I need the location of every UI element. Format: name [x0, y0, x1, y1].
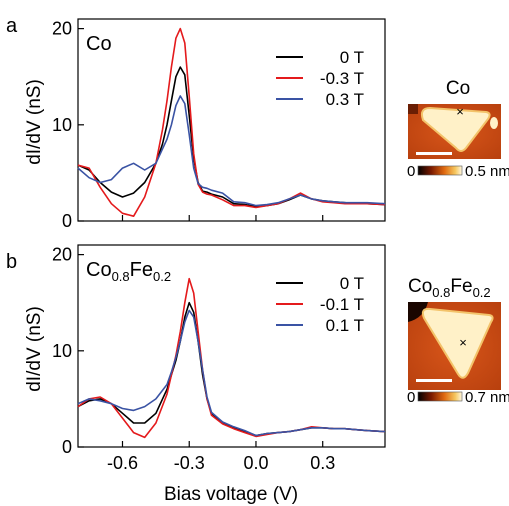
- panel-a-legend: 0 T -0.3 T 0.3 T: [276, 48, 364, 109]
- inset-a-marker: ×: [456, 104, 464, 119]
- legend-label: 0 T: [340, 48, 364, 67]
- inset-b: Co0.8Fe0.2 × 0 0.7 nm: [407, 276, 509, 406]
- inset-b-marker: ×: [459, 335, 467, 350]
- panel-b: b 0 10 20 -0.6 -0.3 0.0 0.3 dI/dV (nS) Co0.8F…: [6, 244, 386, 473]
- panel-b-xtick-label: -0.3: [174, 453, 205, 473]
- inset-b-colorbar-max: 0.7 nm: [465, 389, 509, 406]
- inset-a-scale-bar: [416, 152, 452, 155]
- panel-a: a 0 10 20 dI/dV (nS) Co 0 T -0.3 T 0.3 T: [6, 15, 386, 231]
- legend-label: -0.1 T: [320, 295, 364, 314]
- panel-a-plot-frame: [77, 18, 386, 222]
- inset-a-title: Co: [446, 78, 470, 99]
- panel-b-xtick-label: -0.6: [107, 453, 138, 473]
- legend-label: 0 T: [340, 274, 364, 293]
- inset-a-colorbar-max: 0.5 nm: [465, 163, 509, 180]
- panel-a-label: a: [6, 15, 18, 37]
- panel-a-series-line-2: [77, 95, 386, 207]
- panel-b-material-label: Co0.8Fe0.2: [86, 259, 171, 284]
- panel-b-ytick-label: 0: [62, 437, 72, 457]
- inset-a-bright-spot: [490, 117, 498, 129]
- panel-b-xtick-label: 0.0: [243, 453, 268, 473]
- panel-b-series-line-2: [77, 309, 386, 437]
- panel-a-series: [77, 27, 386, 217]
- inset-a-colorbar: [417, 165, 463, 176]
- panel-b-x-ticks: -0.6 -0.3 0.0 0.3: [107, 441, 335, 473]
- inset-a-island-shape: [420, 106, 491, 152]
- inset-b-island-shape: [421, 307, 494, 379]
- panel-a-ytick-label: 10: [52, 115, 72, 135]
- x-axis-label: Bias voltage (V): [164, 484, 298, 505]
- panel-b-plot-frame: [77, 244, 386, 448]
- panel-b-ytick-label: 20: [52, 245, 72, 265]
- inset-b-colorbar-min: 0: [407, 389, 415, 406]
- panel-b-label: b: [6, 251, 17, 273]
- panel-a-material-label: Co: [86, 33, 112, 55]
- panel-a-x-ticks: [121, 215, 324, 221]
- inset-a-dark-island: [408, 104, 418, 114]
- panel-b-xtick-label: 0.3: [310, 453, 335, 473]
- panel-a-series-line-0: [77, 66, 386, 208]
- panel-b-legend: 0 T -0.1 T 0.1 T: [276, 274, 364, 335]
- panel-b-ytick-label: 10: [52, 341, 72, 361]
- legend-label: -0.3 T: [320, 69, 364, 88]
- panel-b-ylabel: dI/dV (nS): [24, 306, 45, 392]
- panel-b-y-ticks: 0 10 20: [52, 245, 84, 457]
- panel-b-series: [77, 277, 386, 439]
- panel-a-ytick-label: 0: [62, 211, 72, 231]
- legend-label: 0.1 T: [326, 316, 364, 335]
- panel-a-ytick-label: 20: [52, 19, 72, 39]
- inset-a: Co × 0 0.5 nm: [407, 78, 509, 180]
- panel-a-y-ticks: 0 10 20: [52, 19, 84, 231]
- panel-a-ylabel: dI/dV (nS): [24, 79, 45, 165]
- inset-a-colorbar-min: 0: [407, 163, 415, 180]
- inset-b-title: Co0.8Fe0.2: [408, 276, 491, 300]
- inset-b-scale-bar: [416, 379, 452, 382]
- inset-b-colorbar: [417, 391, 463, 402]
- inset-b-dark-corner: [408, 302, 428, 322]
- legend-label: 0.3 T: [326, 90, 364, 109]
